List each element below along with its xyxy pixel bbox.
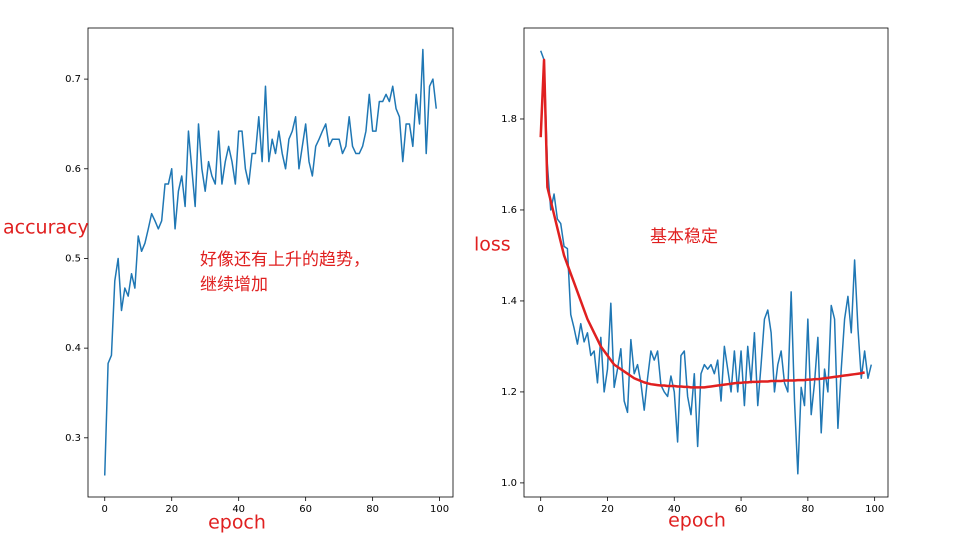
- x-tick-label: 80: [366, 504, 379, 515]
- x-tick-label: 40: [668, 504, 681, 515]
- x-tick-label: 0: [538, 504, 544, 515]
- annotation: 继续增加: [200, 275, 268, 295]
- x-tick-label: 80: [801, 504, 814, 515]
- annotation: 好像还有上升的趋势，: [200, 250, 370, 270]
- x-tick-label: 100: [865, 504, 884, 515]
- x-tick-label: 0: [102, 504, 108, 515]
- x-tick-label: 20: [165, 504, 178, 515]
- y-tick-label: 1.0: [501, 478, 517, 489]
- y-tick-label: 1.8: [501, 114, 517, 125]
- y-tick-label: 0.6: [65, 164, 81, 175]
- y-tick-label: 0.5: [65, 253, 81, 264]
- x-tick-label: 20: [601, 504, 614, 515]
- y-tick-label: 1.6: [501, 205, 517, 216]
- series-line: [103, 48, 438, 476]
- y-axis-label: accuracy: [3, 217, 89, 239]
- y-tick-label: 0.7: [65, 74, 81, 85]
- x-tick-label: 60: [735, 504, 748, 515]
- plot-frame: [87, 27, 454, 498]
- x-tick-label: 40: [232, 504, 245, 515]
- x-tick-label: 100: [430, 504, 449, 515]
- y-tick-label: 0.3: [65, 433, 81, 444]
- y-tick-label: 1.2: [501, 387, 517, 398]
- plot-frame: [523, 27, 889, 498]
- x-axis-label: epoch: [668, 510, 726, 532]
- x-axis-label: epoch: [208, 512, 266, 534]
- series-line: [539, 58, 865, 389]
- y-axis-label: loss: [474, 234, 511, 256]
- x-tick-label: 60: [299, 504, 312, 515]
- annotation: 基本稳定: [650, 227, 718, 247]
- y-tick-label: 1.4: [501, 296, 517, 307]
- series-line: [539, 50, 873, 475]
- y-tick-label: 0.4: [65, 343, 81, 354]
